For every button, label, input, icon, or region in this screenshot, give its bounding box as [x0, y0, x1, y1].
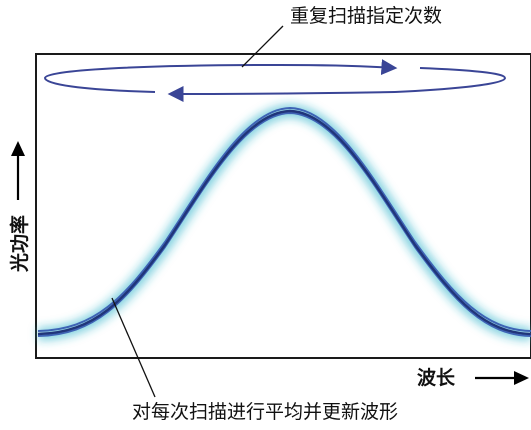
- bottom-callout-leader: [111, 297, 156, 398]
- scan-repeat-callout: 重复扫描指定次数: [290, 5, 443, 27]
- x-axis-label: 波长: [417, 367, 456, 389]
- averaged-waveform: [37, 109, 531, 336]
- right-arrow-icon: [475, 371, 529, 385]
- top-callout-leader: [241, 25, 284, 68]
- up-arrow-icon: [11, 141, 25, 200]
- loop-arrow-icon: [43, 59, 507, 102]
- scan-trace-2: [37, 106, 531, 332]
- average-update-callout: 对每次扫描进行平均并更新波形: [132, 401, 399, 423]
- scan-trace-1: [37, 111, 531, 337]
- y-axis-label: 光功率: [9, 214, 32, 273]
